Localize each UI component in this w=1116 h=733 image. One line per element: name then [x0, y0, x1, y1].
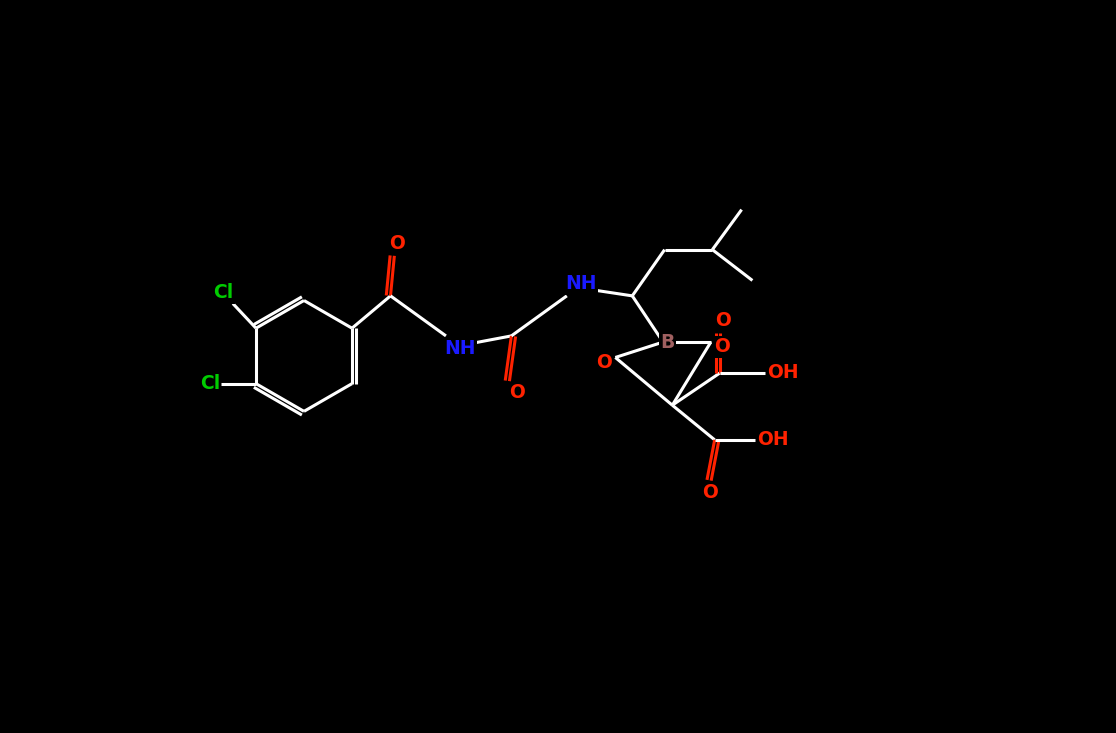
- Text: OH: OH: [768, 364, 799, 383]
- Text: NH: NH: [565, 274, 596, 293]
- Text: OH: OH: [758, 430, 789, 449]
- Text: B: B: [661, 333, 675, 352]
- Text: O: O: [702, 483, 718, 501]
- Text: O: O: [509, 383, 525, 402]
- Text: O: O: [715, 311, 731, 330]
- Text: Cl: Cl: [213, 283, 233, 302]
- Text: NH: NH: [444, 339, 475, 358]
- Text: O: O: [389, 234, 405, 253]
- Text: Cl: Cl: [200, 374, 220, 393]
- Text: O: O: [597, 353, 613, 372]
- Text: O: O: [713, 337, 730, 356]
